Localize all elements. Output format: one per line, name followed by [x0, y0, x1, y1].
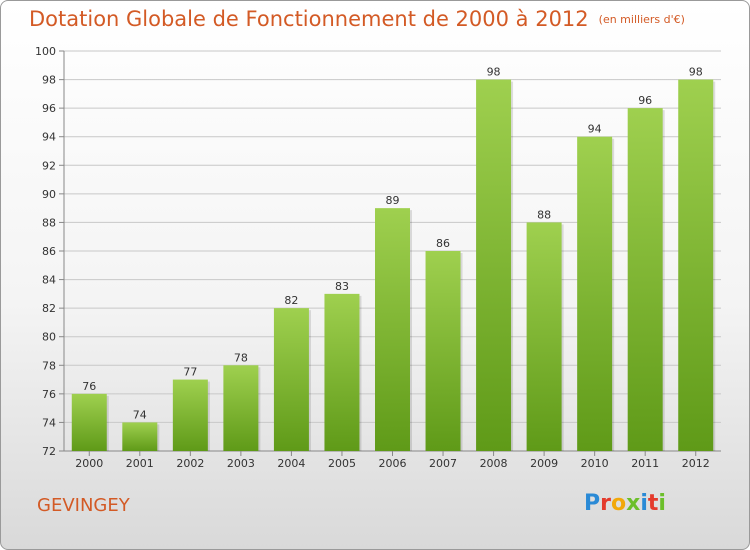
bar-value-label: 98: [487, 66, 501, 79]
bar: [627, 108, 663, 452]
logo-letter: o: [610, 491, 627, 516]
x-tick-label: 2004: [277, 457, 305, 470]
chart-title: Dotation Globale de Fonctionnement de 20…: [29, 7, 685, 31]
bar: [324, 293, 360, 451]
bar-value-label: 94: [588, 123, 602, 136]
logo-letter: x: [626, 491, 641, 516]
y-tick-label: 84: [42, 274, 56, 287]
commune-name: GEVINGEY: [37, 495, 130, 516]
bar-value-label: 83: [335, 280, 349, 293]
y-tick-label: 100: [35, 45, 56, 58]
x-tick-label: 2005: [328, 457, 356, 470]
y-tick-label: 98: [42, 74, 56, 87]
proxiti-logo: Proxiti: [584, 491, 666, 516]
x-tick-label: 2002: [176, 457, 204, 470]
chart-title-text: Dotation Globale de Fonctionnement de 20…: [29, 7, 589, 31]
bar-value-label: 74: [133, 408, 147, 421]
bar: [577, 136, 613, 451]
y-tick-label: 92: [42, 159, 56, 172]
bar: [71, 393, 107, 451]
x-tick-label: 2012: [682, 457, 710, 470]
chart-subtitle: (en milliers d'€): [598, 13, 685, 26]
y-tick-label: 78: [42, 359, 56, 372]
bar-value-label: 77: [183, 366, 197, 379]
bar-value-label: 98: [689, 66, 703, 79]
x-tick-label: 2003: [227, 457, 255, 470]
logo-letter: i: [640, 491, 648, 516]
logo-letter: r: [600, 491, 611, 516]
bar-value-label: 88: [537, 208, 551, 221]
bar: [678, 79, 714, 452]
logo-letter: i: [658, 491, 666, 516]
bar: [526, 222, 562, 451]
y-tick-label: 90: [42, 188, 56, 201]
x-tick-label: 2001: [126, 457, 154, 470]
x-tick-label: 2007: [429, 457, 457, 470]
bar: [122, 422, 158, 451]
x-tick-label: 2010: [581, 457, 609, 470]
x-tick-label: 2008: [480, 457, 508, 470]
bar: [375, 208, 410, 451]
x-tick-label: 2011: [631, 457, 659, 470]
y-tick-label: 72: [42, 445, 56, 458]
x-tick-label: 2006: [379, 457, 407, 470]
bar-value-label: 96: [638, 94, 652, 107]
bar-value-label: 76: [82, 380, 96, 393]
y-tick-label: 82: [42, 302, 56, 315]
bar-value-label: 86: [436, 237, 450, 250]
x-tick-label: 2009: [530, 457, 558, 470]
bar: [273, 308, 309, 451]
bar: [223, 365, 259, 451]
bar-value-label: 82: [284, 294, 298, 307]
bar: [476, 79, 512, 452]
logo-letter: t: [647, 491, 659, 516]
y-tick-label: 94: [42, 131, 56, 144]
y-tick-label: 80: [42, 331, 56, 344]
bar: [425, 251, 461, 451]
bar-value-label: 89: [386, 194, 400, 207]
y-tick-label: 88: [42, 216, 56, 229]
y-tick-label: 76: [42, 388, 56, 401]
y-tick-label: 74: [42, 416, 56, 429]
bar-value-label: 78: [234, 351, 248, 364]
x-tick-label: 2000: [75, 457, 103, 470]
y-tick-label: 96: [42, 102, 56, 115]
logo-letter: P: [584, 491, 601, 516]
bar: [172, 379, 208, 451]
y-tick-label: 86: [42, 245, 56, 258]
